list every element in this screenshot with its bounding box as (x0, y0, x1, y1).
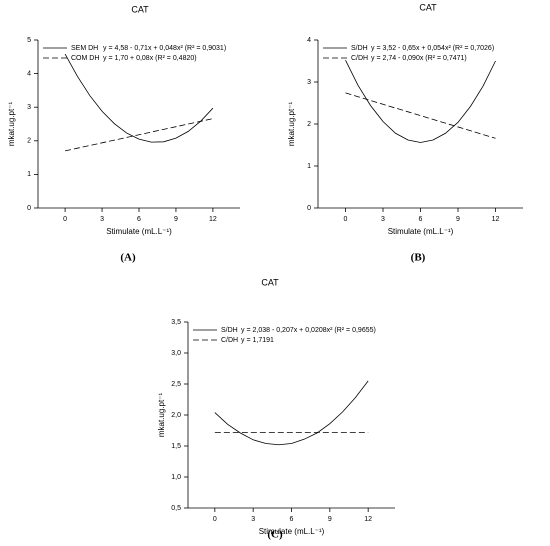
x-tick-label: 12 (209, 216, 217, 223)
x-tick-label: 3 (251, 516, 255, 523)
panel-label: (C) (267, 529, 283, 541)
x-axis-label: Stimulate (mL.L⁻¹) (388, 227, 454, 236)
x-axis-label: Stimulate (mL.L⁻¹) (106, 227, 172, 236)
y-axis-label: mkat.ug.pt⁻¹ (7, 102, 16, 147)
y-tick-label: 1,5 (171, 443, 181, 450)
x-tick-label: 12 (364, 516, 372, 523)
legend-equation: y = 1,7191 (241, 337, 274, 344)
y-tick-label: 1 (27, 171, 31, 178)
x-tick-label: 9 (456, 216, 460, 223)
y-axis-label: mkat.ug.pt⁻¹ (287, 102, 296, 147)
y-tick-label: 1 (307, 163, 311, 170)
legend-label: C/DH (351, 55, 368, 62)
y-tick-label: 1,0 (171, 474, 181, 481)
y-tick-label: 5 (27, 37, 31, 44)
legend-equation: y = 3,52 - 0,65x + 0,054x² (R² = 0,7026) (371, 45, 494, 52)
legend-equation: y = 4,58 - 0,71x + 0,048x² (R² = 0,9031) (103, 45, 226, 52)
x-tick-label: 0 (63, 216, 67, 223)
x-tick-label: 9 (174, 216, 178, 223)
y-tick-label: 0 (307, 205, 311, 212)
legend-label: COM DH (71, 55, 99, 62)
panel-label: (A) (120, 252, 136, 264)
legend-equation: y = 2,74 - 0,090x (R² = 0,7471) (371, 55, 467, 62)
y-tick-label: 0 (27, 205, 31, 212)
legend-label: S/DH (351, 45, 368, 52)
legend-equation: y = 2,038 - 0,207x + 0,0208x² (R² = 0,96… (241, 327, 376, 334)
series-line (345, 59, 496, 143)
y-tick-label: 3,5 (171, 319, 181, 326)
y-tick-label: 2 (307, 121, 311, 128)
y-tick-label: 4 (27, 70, 31, 77)
x-tick-label: 3 (381, 216, 385, 223)
x-axis-label: Stimulate (mL.L⁻¹) (259, 527, 325, 536)
legend-label: S/DH (221, 327, 238, 334)
x-tick-label: 0 (213, 516, 217, 523)
x-tick-label: 6 (137, 216, 141, 223)
x-tick-label: 12 (492, 216, 500, 223)
series-line (214, 380, 369, 446)
x-tick-label: 3 (100, 216, 104, 223)
legend-label: SEM DH (71, 45, 98, 52)
chart-title: CAT (131, 4, 149, 14)
y-tick-label: 2 (27, 138, 31, 145)
x-tick-label: 6 (290, 516, 294, 523)
legend-label: C/DH (221, 337, 238, 344)
x-tick-label: 6 (419, 216, 423, 223)
x-tick-label: 0 (344, 216, 348, 223)
series-line (64, 53, 214, 143)
y-tick-label: 3 (27, 104, 31, 111)
series-line (345, 92, 496, 139)
y-tick-label: 4 (307, 37, 311, 44)
chart-title: CAT (419, 2, 437, 12)
y-tick-label: 0,5 (171, 505, 181, 512)
y-tick-label: 3,0 (171, 350, 181, 357)
x-tick-label: 9 (328, 516, 332, 523)
y-tick-label: 3 (307, 79, 311, 86)
y-axis-label: mkat.ug.pt⁻¹ (157, 393, 166, 438)
chart-title: CAT (261, 277, 279, 287)
legend-equation: y = 1,70 + 0,08x (R² = 0,4820) (103, 55, 197, 62)
y-tick-label: 2,0 (171, 412, 181, 419)
panel-label: (B) (411, 252, 426, 264)
series-line (65, 118, 213, 152)
y-tick-label: 2,5 (171, 381, 181, 388)
